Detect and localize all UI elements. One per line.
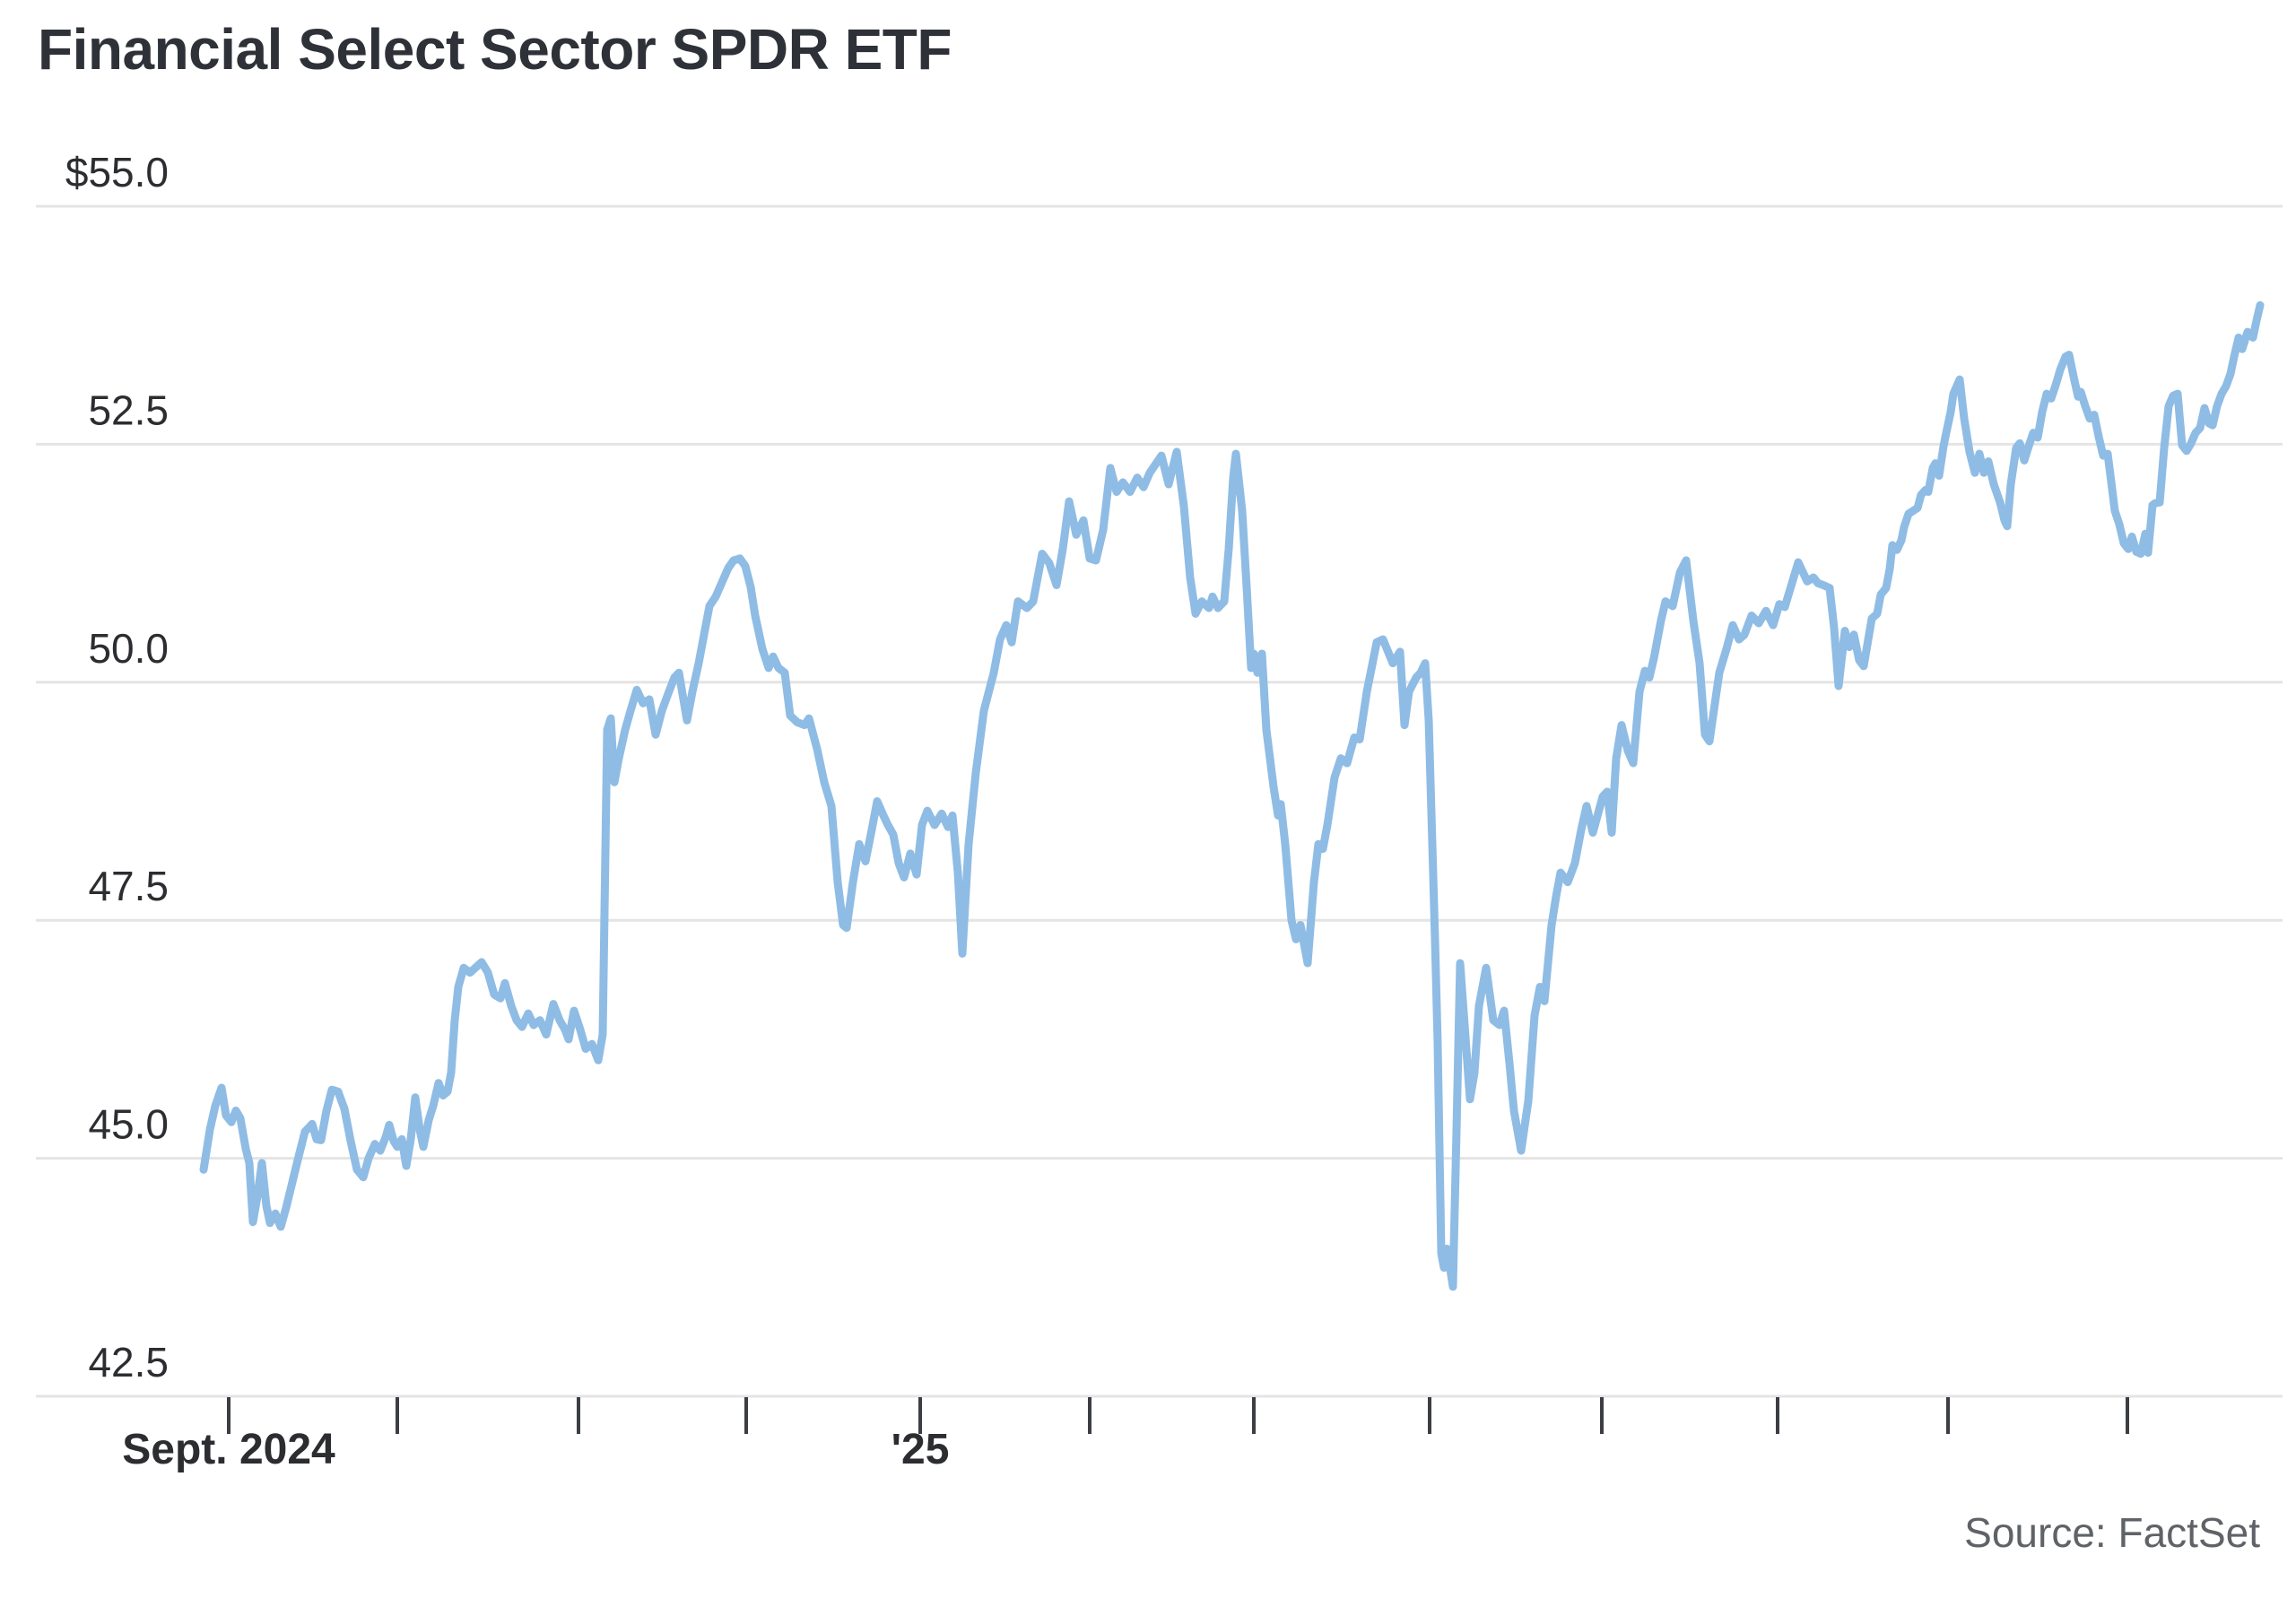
x-axis-label: Sept. 2024 [122,1426,335,1473]
y-axis-label: 47.5 [88,863,169,909]
y-axis-label: 52.5 [88,387,169,433]
y-axis-label: 50.0 [88,625,169,672]
y-axis-label: $55.0 [65,149,169,195]
price-line-series [199,300,2265,1291]
chart-title: Financial Select Sector SPDR ETF [38,17,952,82]
y-axis-label: 45.0 [88,1101,169,1148]
x-axis-label: '25 [891,1426,950,1473]
y-axis-label: 42.5 [88,1339,169,1385]
source-attribution: Source: FactSet [1964,1509,2260,1556]
